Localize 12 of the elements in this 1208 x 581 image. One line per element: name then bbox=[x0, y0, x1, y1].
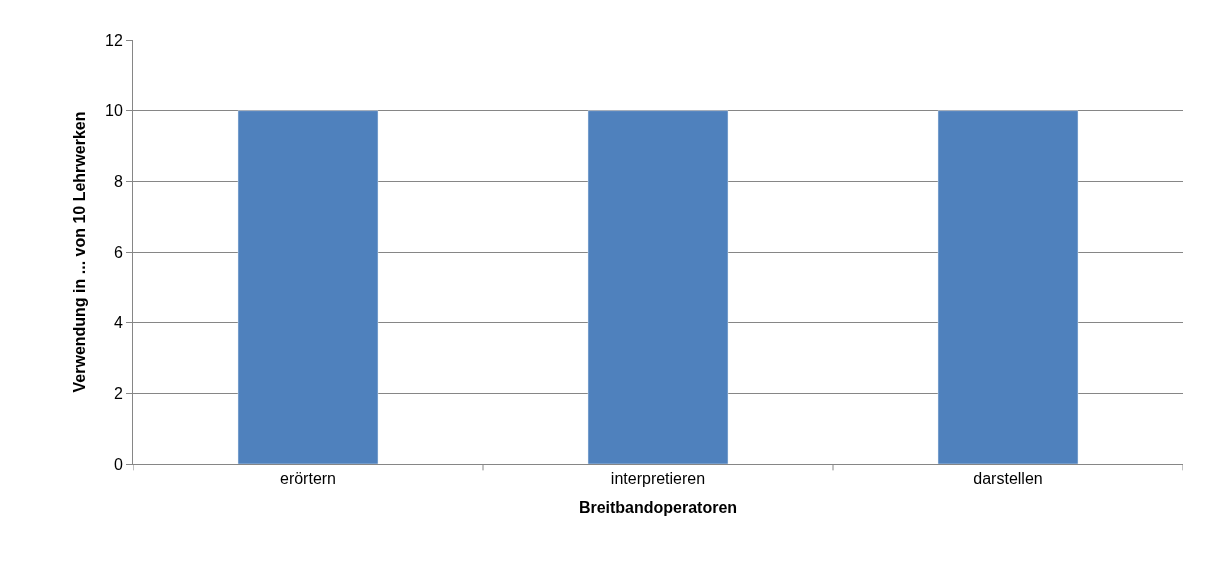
y-axis-title: Verwendung in ... von 10 Lehrwerken bbox=[70, 111, 88, 393]
y-tick-label: 8 bbox=[113, 172, 123, 190]
y-tick-label: 4 bbox=[113, 314, 123, 332]
x-tick-label: erörtern bbox=[279, 470, 337, 488]
y-tick-label: 6 bbox=[113, 243, 123, 261]
x-tick-label: interpretieren bbox=[610, 470, 706, 488]
x-tick-label: darstellen bbox=[973, 470, 1043, 488]
y-tick-label: 0 bbox=[113, 455, 123, 473]
y-tick-label: 12 bbox=[105, 31, 123, 49]
y-tick-label: 2 bbox=[113, 384, 123, 402]
y-tick-label: 10 bbox=[105, 102, 123, 120]
x-axis-title: Breitbandoperatoren bbox=[578, 498, 738, 516]
